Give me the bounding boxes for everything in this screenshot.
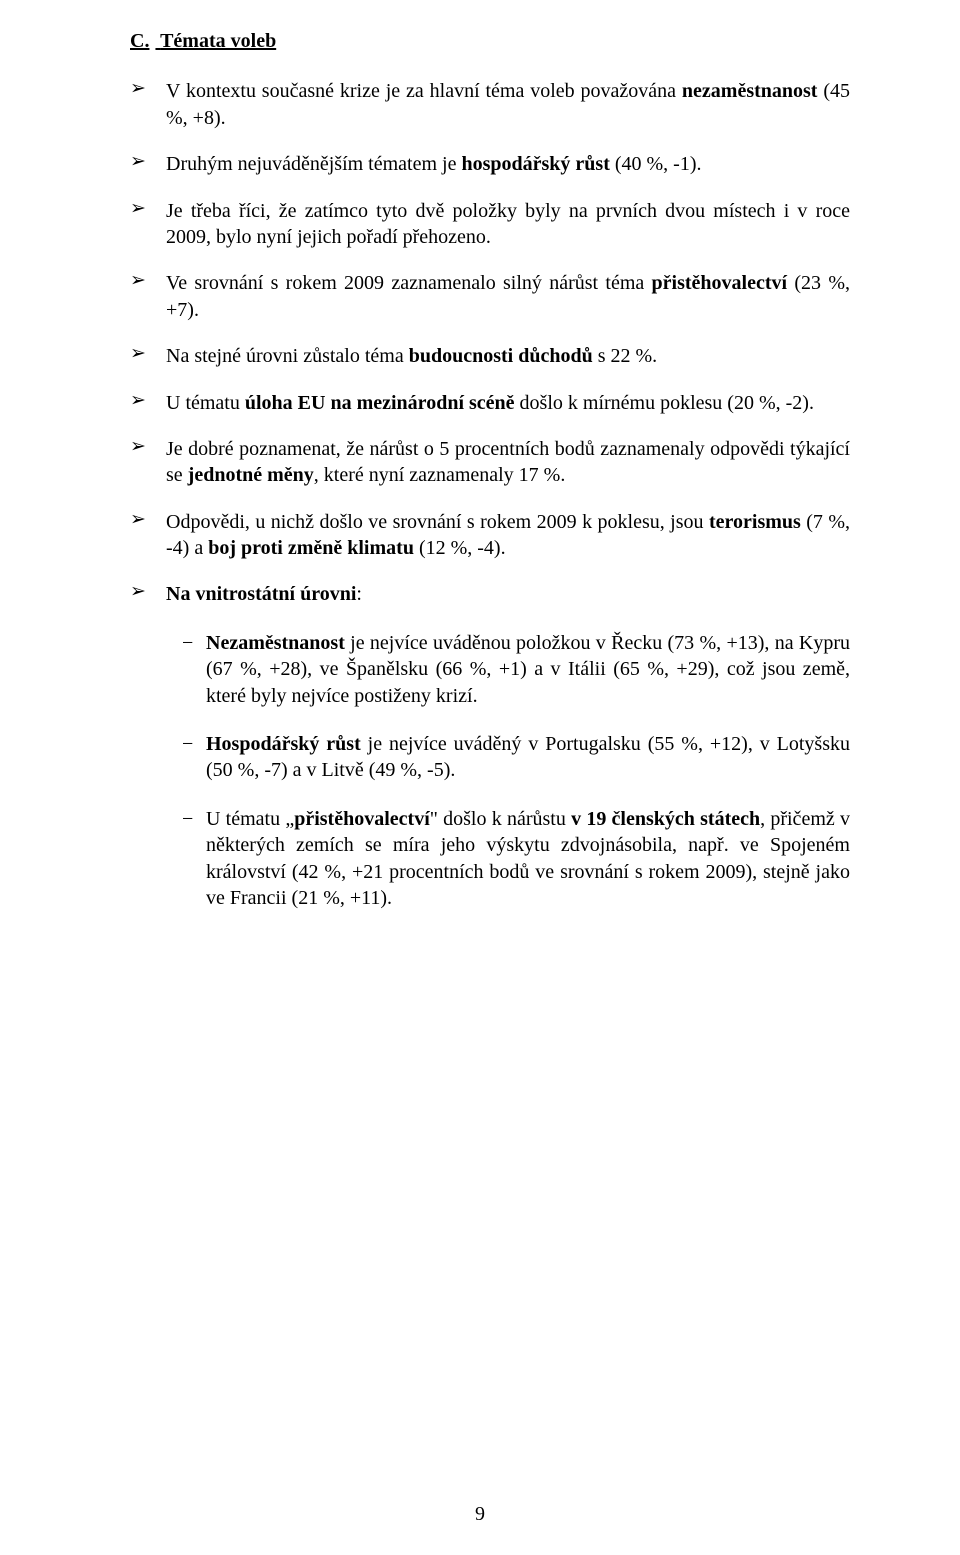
bold-text: Nezaměstnanost [206,632,345,654]
list-item: Na stejné úrovni zůstalo téma budoucnost… [130,343,850,369]
bold-text: přistěhovalectví [294,808,430,830]
bold-text: úloha EU na mezinárodní scéně [245,392,515,414]
sub-list: Nezaměstnanost je nejvíce uváděnou polož… [166,630,850,912]
bold-text: Na vnitrostátní úrovni [166,583,356,605]
bold-text: jednotné měny [188,464,314,486]
bold-text: Hospodářský růst [206,733,361,755]
bold-text: nezaměstnanost [682,80,818,102]
page-number: 9 [0,1501,960,1527]
bold-text: budoucnosti důchodů [409,345,593,367]
list-item: Odpovědi, u nichž došlo ve srovnání s ro… [130,509,850,562]
document-page: C. Témata voleb V kontextu současné kriz… [0,0,960,1555]
sub-list-item: Hospodářský růst je nejvíce uváděný v Po… [166,731,850,784]
bold-text: v 19 členských státech [571,808,760,830]
list-item: Na vnitrostátní úrovni:Nezaměstnanost je… [130,581,850,911]
list-item: V kontextu současné krize je za hlavní t… [130,78,850,131]
section-title: Témata voleb [160,30,276,52]
bold-text: boj proti změně klimatu [208,537,414,559]
section-heading: C. Témata voleb [130,28,850,54]
sub-list-item: Nezaměstnanost je nejvíce uváděnou polož… [166,630,850,709]
bold-text: terorismus [709,511,801,533]
sub-list-item: U tématu „přistěhovalectví" došlo k nárů… [166,806,850,912]
list-item: Je dobré poznamenat, že nárůst o 5 proce… [130,436,850,489]
bullet-list: V kontextu současné krize je za hlavní t… [130,78,850,911]
section-letter: C. [130,30,149,52]
list-item: Ve srovnání s rokem 2009 zaznamenalo sil… [130,270,850,323]
bold-text: přistěhovalectví [652,272,788,294]
list-item: Je třeba říci, že zatímco tyto dvě polož… [130,198,850,251]
list-item: Druhým nejuváděnějším tématem je hospodá… [130,151,850,177]
list-item: U tématu úloha EU na mezinárodní scéně d… [130,390,850,416]
bold-text: hospodářský růst [461,153,609,175]
